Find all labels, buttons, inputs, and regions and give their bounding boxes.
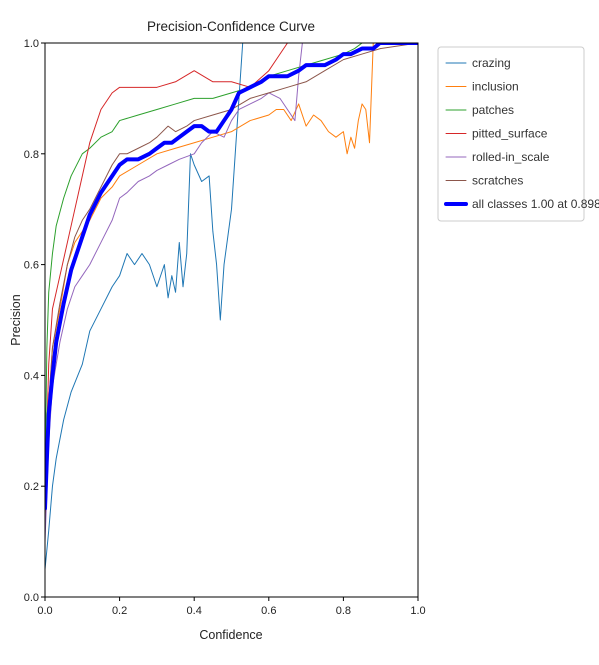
x-axis-title: Confidence	[199, 628, 262, 642]
legend-label-rolled-in-scale: rolled-in_scale	[472, 150, 550, 164]
series-line-crazing	[45, 43, 418, 570]
series-layer	[45, 43, 418, 570]
chart-title: Precision-Confidence Curve	[147, 19, 315, 34]
legend-label-inclusion: inclusion	[472, 80, 519, 94]
series-line-all-classes-1-00-at-0-898	[45, 43, 418, 511]
legend-label-scratches: scratches	[472, 174, 523, 188]
y-tick-label: 0.0	[24, 592, 39, 604]
x-tick-label: 0.8	[336, 605, 351, 617]
y-tick-label: 1.0	[24, 38, 39, 50]
y-tick-label: 0.2	[24, 481, 39, 493]
y-axis: 0.0 0.2 0.4 0.6 0.8 1.0	[24, 38, 45, 604]
legend: crazing inclusion patches pitted_surfacerol…	[437, 46, 599, 222]
plot-border	[44, 42, 419, 598]
y-tick-label: 0.8	[24, 149, 39, 161]
series-line-scratches	[45, 43, 418, 515]
legend-label-all-classes-1-00-at-0-898: all classes 1.00 at 0.898	[472, 197, 599, 211]
series-line-pitted-surface	[45, 43, 418, 532]
series-line-rolled-in-scale	[45, 43, 418, 543]
y-tick-label: 0.4	[24, 370, 39, 382]
legend-label-crazing: crazing	[472, 56, 511, 70]
series-line-patches	[45, 43, 418, 487]
plot-frame	[45, 43, 418, 597]
legend-box	[437, 46, 585, 222]
x-axis: 0.0 0.2 0.4 0.6 0.8 1.0	[37, 597, 426, 617]
y-tick-label: 0.6	[24, 260, 39, 272]
plot-area	[44, 42, 419, 598]
x-tick-label: 0.2	[112, 605, 127, 617]
x-tick-label: 1.0	[410, 605, 425, 617]
x-tick-label: 0.4	[187, 605, 202, 617]
y-axis-title: Precision	[9, 294, 23, 345]
legend-items: crazing inclusion patches pitted_surfacerol…	[444, 56, 599, 211]
legend-label-patches: patches	[472, 103, 514, 117]
legend-label-pitted-surface: pitted_surface	[472, 127, 548, 141]
x-tick-label: 0.6	[261, 605, 276, 617]
x-tick-label: 0.0	[37, 605, 52, 617]
